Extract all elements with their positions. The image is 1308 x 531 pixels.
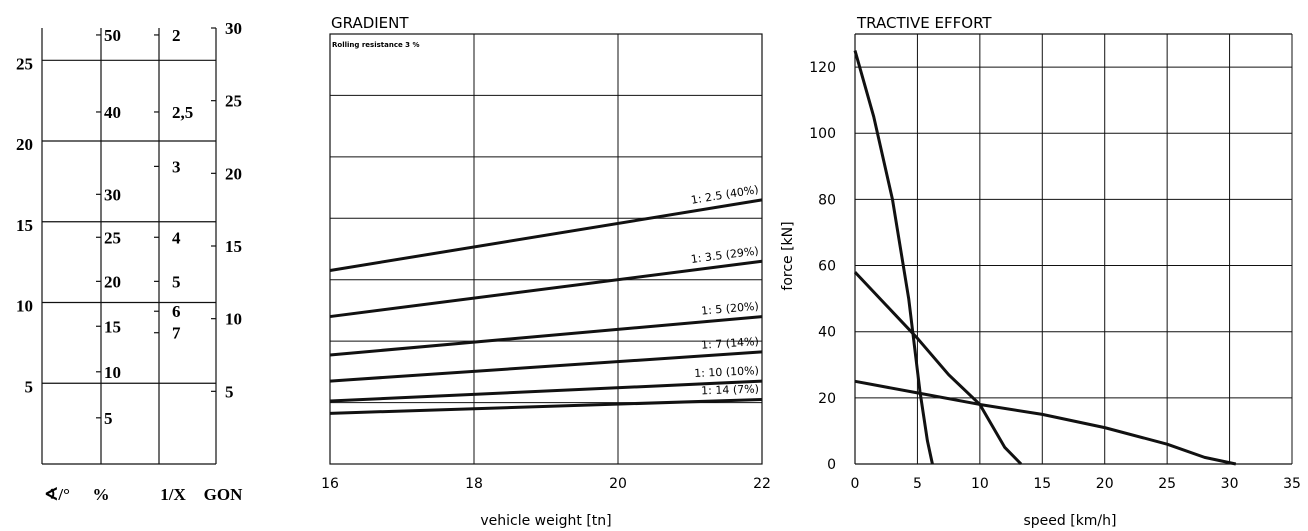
percent-tick-label: 40 [104,103,121,122]
ratio-tick-label: 2,5 [172,103,193,122]
y-tick-label: 100 [809,126,836,142]
percent-tick-label: 50 [104,26,121,45]
series-label: 1: 10 (10%) [694,364,759,380]
x-tick-label: 0 [851,476,860,492]
chart-title: TRACTIVE EFFORT [856,14,992,32]
ratio-tick-label: 4 [172,228,181,247]
gon-tick-label: 25 [225,92,242,111]
degree-tick-label: 10 [16,297,33,316]
slope-conversion-nomogram: 25 20 15 10 5 50 40 30 25 20 15 10 5 2 2,5 3 4 5 6 7 30 25 20 1… [16,19,243,504]
y-tick-label: 40 [818,325,836,341]
x-tick-label: 15 [1033,476,1051,492]
scale-name-label: 1/X [160,485,186,504]
gradient-series-line [329,350,763,383]
y-tick-label: 20 [818,391,836,407]
percent-tick-label: 5 [104,409,113,428]
percent-tick-label: 30 [104,185,121,204]
gon-tick-label: 10 [225,310,242,329]
tractive-effort-curve [854,379,1237,466]
ratio-tick-label: 6 [172,302,181,321]
chart-title: GRADIENT [331,14,409,32]
gradient-series-line [329,379,763,403]
degree-tick-label: 5 [25,377,34,396]
x-tick-label: 20 [609,476,627,492]
gon-tick-label: 20 [225,164,242,183]
gon-tick-label: 15 [225,237,242,256]
tractive-effort-curve [853,50,934,465]
gradient-series-line [329,398,763,415]
gradient-series-line [329,259,763,319]
gradient-series-line [329,198,763,272]
x-axis-label: vehicle weight [tn] [480,513,611,529]
gon-tick-label: 5 [225,382,234,401]
y-axis-label: force [kN] [780,221,796,290]
series-label: 1: 7 (14%) [701,335,759,352]
x-tick-label: 16 [321,476,339,492]
y-tick-label: 80 [818,192,836,208]
percent-tick-label: 20 [104,272,121,291]
degree-tick-label: 25 [16,54,33,73]
x-tick-label: 22 [753,476,771,492]
x-axis-label: speed [km/h] [1023,513,1116,529]
ratio-tick-label: 2 [172,26,181,45]
ratio-tick-label: 3 [172,157,181,176]
scale-name-label: GON [204,485,243,504]
degree-tick-label: 20 [16,135,33,154]
gon-tick-label: 30 [225,19,242,38]
degree-tick-label: 15 [16,216,33,235]
tractive-effort-chart: 0 5 10 15 20 25 30 35 0 20 40 60 80 100 120 TRACTIVE EF… [780,14,1301,529]
percent-tick-label: 10 [104,363,121,382]
x-tick-label: 5 [913,476,922,492]
y-tick-label: 120 [809,60,836,76]
x-tick-label: 20 [1096,476,1114,492]
ratio-tick-label: 7 [172,324,181,343]
gradient-series-line [329,315,763,357]
x-tick-label: 25 [1158,476,1176,492]
series-label: 1: 5 (20%) [701,300,760,318]
x-tick-label: 10 [971,476,989,492]
y-tick-label: 60 [818,259,836,275]
x-tick-label: 30 [1221,476,1239,492]
x-tick-label: 35 [1283,476,1301,492]
chart-subtitle: Rolling resistance 3 % [332,41,419,49]
x-tick-label: 18 [465,476,483,492]
ratio-tick-label: 5 [172,272,181,291]
series-label: 1: 14 (7%) [701,383,759,398]
percent-tick-label: 25 [104,228,121,247]
tractive-effort-curve [853,271,1023,466]
y-tick-label: 0 [827,457,836,473]
scale-name-label: ∢/° [44,485,70,504]
gradient-chart: 16 18 20 22 GRADIENT Rolling resistance 3 % ve… [321,14,771,529]
percent-tick-label: 15 [104,317,121,336]
scale-name-label: % [93,485,110,504]
